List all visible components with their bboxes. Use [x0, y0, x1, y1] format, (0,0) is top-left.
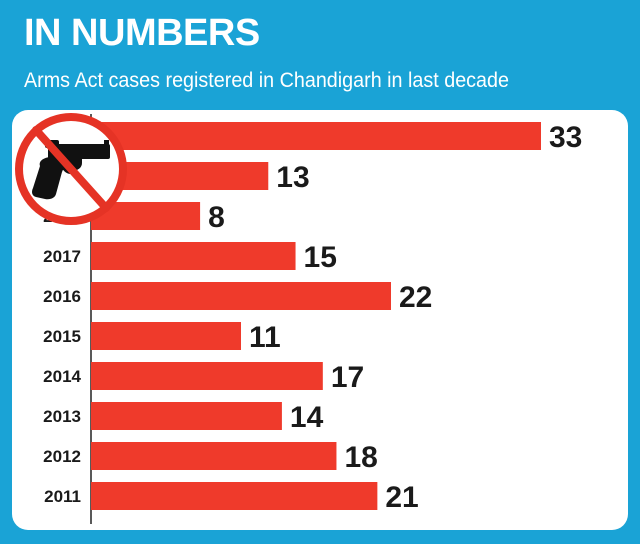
bar-2012 [91, 442, 337, 470]
value-label: 11 [249, 321, 281, 354]
chart-panel: 2020332019132018820171520162220151120141… [12, 110, 628, 530]
value-label: 21 [385, 481, 418, 514]
category-label: 2017 [43, 247, 81, 266]
value-label: 14 [290, 401, 324, 434]
no-gun-icon [15, 113, 127, 225]
value-label: 33 [549, 121, 582, 154]
page-title: IN NUMBERS [24, 12, 260, 54]
category-label: 2012 [43, 447, 81, 466]
bar-2015 [91, 322, 241, 350]
category-label: 2016 [43, 287, 81, 306]
bar-2013 [91, 402, 282, 430]
bar-2017 [91, 242, 296, 270]
category-label: 2014 [43, 367, 81, 386]
category-label: 2013 [43, 407, 81, 426]
page-subtitle: Arms Act cases registered in Chandigarh … [24, 69, 509, 92]
bar-2014 [91, 362, 323, 390]
value-label: 13 [276, 161, 309, 194]
bar-2020 [91, 122, 541, 150]
value-label: 15 [304, 241, 337, 274]
value-label: 22 [399, 281, 432, 314]
category-label: 2011 [44, 487, 81, 506]
category-label: 2015 [43, 327, 81, 346]
value-label: 8 [208, 201, 225, 234]
bar-2016 [91, 282, 391, 310]
header: IN NUMBERS Arms Act cases registered in … [0, 0, 640, 110]
value-label: 18 [344, 441, 377, 474]
bar-2011 [91, 482, 378, 510]
value-label: 17 [331, 361, 364, 394]
